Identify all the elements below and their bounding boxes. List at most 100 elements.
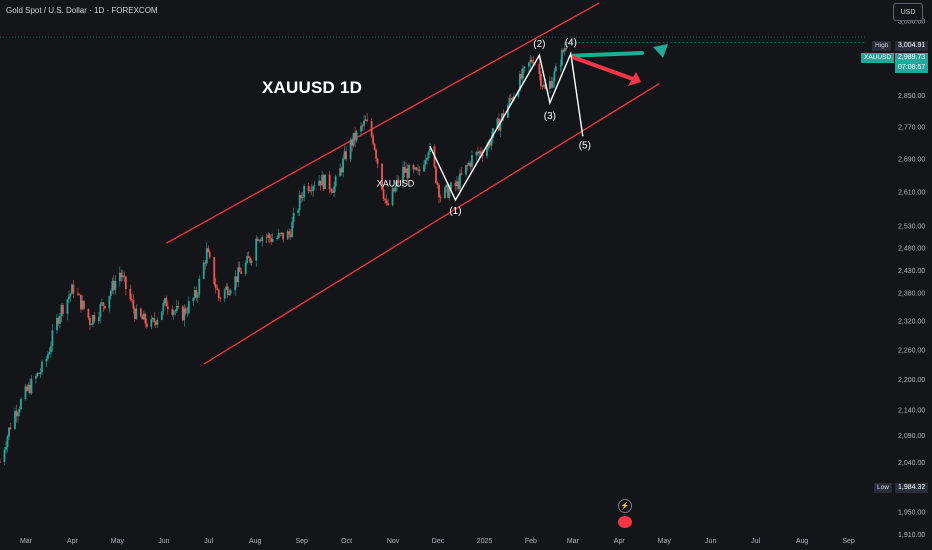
price-tick-label: 2,610.00 bbox=[898, 190, 925, 197]
candle-body bbox=[280, 232, 283, 234]
candle-body bbox=[225, 286, 228, 290]
candle-body bbox=[339, 168, 342, 177]
candle-body bbox=[288, 231, 291, 235]
candle-body bbox=[301, 197, 304, 198]
candle-body bbox=[48, 352, 51, 355]
candle-body bbox=[187, 301, 190, 313]
candle-body bbox=[313, 185, 316, 187]
candle-body bbox=[423, 164, 425, 172]
candle-body bbox=[450, 182, 452, 189]
candle-body bbox=[18, 408, 21, 413]
candle-body bbox=[542, 84, 545, 87]
candle-body bbox=[529, 59, 532, 63]
candle-body bbox=[381, 163, 383, 190]
candle-body bbox=[51, 330, 54, 347]
candle-body bbox=[256, 238, 259, 241]
candle-body bbox=[154, 322, 157, 325]
candle-body bbox=[57, 317, 60, 324]
candle-body bbox=[508, 97, 511, 106]
candle-body bbox=[334, 176, 337, 187]
candle-body bbox=[163, 298, 166, 303]
candle-body bbox=[135, 308, 138, 319]
candle-body bbox=[439, 197, 442, 198]
lightning-icon[interactable]: ⚡ bbox=[618, 499, 632, 513]
candle-body bbox=[492, 128, 494, 139]
price-tick-label: 2,140.00 bbox=[898, 407, 925, 414]
candle-body bbox=[490, 138, 493, 146]
candle-body bbox=[162, 302, 165, 312]
candle-body bbox=[361, 125, 364, 127]
candle-body bbox=[370, 121, 373, 136]
candle-body bbox=[330, 189, 333, 192]
candle-body bbox=[517, 90, 520, 97]
candle-body bbox=[174, 310, 177, 312]
candle-body bbox=[300, 195, 303, 198]
candle-body bbox=[142, 313, 145, 320]
economic-event-icon[interactable] bbox=[618, 516, 632, 528]
symbol-tag: XAUUSD bbox=[861, 53, 895, 63]
time-tick-label: Jul bbox=[751, 538, 760, 545]
candle-body bbox=[250, 260, 253, 263]
price-tick-label: 2,090.00 bbox=[898, 433, 925, 440]
candle-body bbox=[477, 151, 479, 154]
candle-body bbox=[297, 210, 300, 213]
candle-body bbox=[457, 181, 460, 189]
chart-annotation-title: XAUUSD 1D bbox=[262, 78, 363, 97]
time-tick-label: Nov bbox=[387, 538, 400, 545]
candle-body bbox=[195, 290, 198, 298]
candle-body bbox=[8, 427, 10, 437]
candle-body bbox=[171, 309, 174, 315]
candle-body bbox=[141, 316, 144, 320]
wave-label: (2) bbox=[533, 39, 545, 50]
candle-body bbox=[6, 436, 9, 447]
candle-body bbox=[520, 73, 523, 79]
candle-body bbox=[165, 298, 168, 307]
symbol-title[interactable]: Gold Spot / U.S. Dollar · 1D · FOREXCOM bbox=[6, 6, 158, 15]
candle-body bbox=[469, 162, 472, 167]
candle-body bbox=[60, 305, 63, 316]
elliott-wave-path bbox=[429, 51, 584, 202]
candle-body bbox=[229, 290, 232, 294]
candle-body bbox=[480, 151, 482, 155]
candle-body bbox=[246, 255, 249, 263]
candle-body bbox=[501, 113, 503, 121]
candle-body bbox=[186, 312, 189, 314]
candle-body bbox=[471, 155, 473, 167]
candle-body bbox=[100, 302, 103, 304]
price-tick-label: 2,770.00 bbox=[898, 124, 925, 131]
candle-body bbox=[30, 378, 33, 394]
candle-body bbox=[418, 169, 421, 172]
price-tick-label: 2,480.00 bbox=[898, 246, 925, 253]
candle-body bbox=[102, 302, 105, 307]
wave-label: (1) bbox=[449, 206, 461, 217]
candle-body bbox=[214, 284, 217, 289]
candle-body bbox=[62, 305, 64, 314]
last-price-tag: 2,989.73 bbox=[895, 53, 929, 63]
candle-body bbox=[228, 293, 231, 296]
candle-body bbox=[9, 427, 12, 429]
candle-body bbox=[384, 198, 386, 201]
candle-body bbox=[510, 97, 512, 99]
candle-body bbox=[72, 284, 75, 294]
candle-body bbox=[385, 200, 388, 204]
time-tick-label: Apr bbox=[614, 538, 626, 545]
candle-body bbox=[196, 294, 199, 298]
channel-upper-line bbox=[165, 2, 600, 244]
currency-button[interactable]: USD bbox=[893, 3, 923, 21]
candle-body bbox=[213, 257, 216, 285]
candle-body bbox=[77, 293, 79, 295]
candle-body bbox=[14, 410, 16, 429]
candle-body bbox=[153, 318, 156, 323]
high-price-tag: 3,004.91 bbox=[895, 41, 929, 51]
candle-body bbox=[286, 231, 289, 240]
candle-body bbox=[238, 267, 241, 272]
candle-body bbox=[69, 293, 72, 297]
candle-body bbox=[355, 131, 358, 141]
candle-body bbox=[41, 361, 43, 373]
time-tick-label: Aug bbox=[249, 538, 262, 545]
time-tick-label: Dec bbox=[432, 538, 445, 545]
candle-body bbox=[406, 168, 409, 179]
candle-body bbox=[216, 288, 219, 290]
candle-body bbox=[448, 188, 451, 198]
